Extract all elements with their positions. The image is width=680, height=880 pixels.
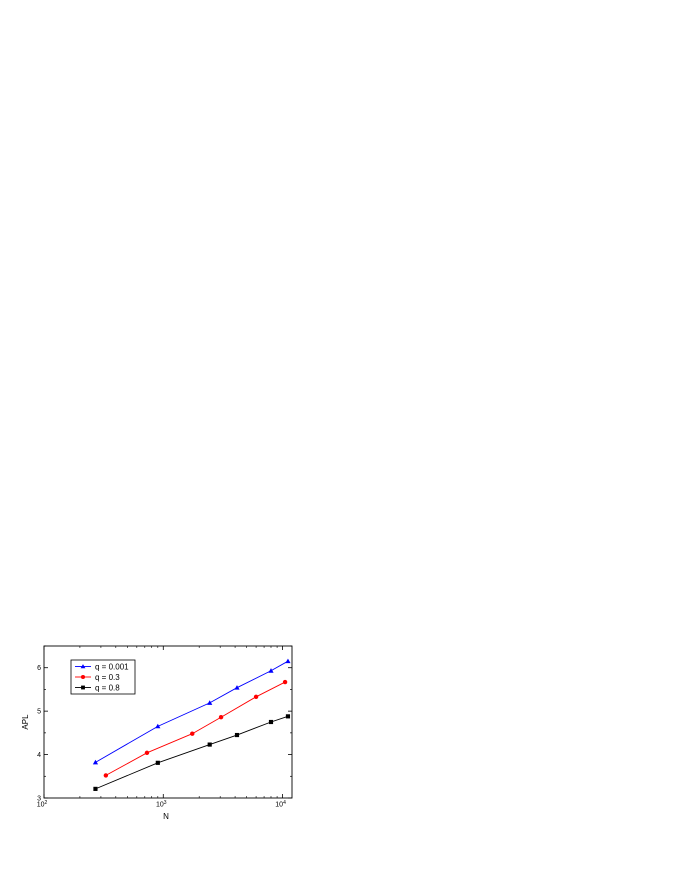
legend-marker [80, 674, 86, 680]
series-1 [103, 679, 288, 778]
plot-area [43, 645, 293, 799]
x-tick-label: 103 [156, 800, 167, 809]
legend: q = 0.001 q = 0.3q = 0.8 [70, 659, 136, 695]
legend-label: q = 0.8 [95, 683, 120, 692]
x-tick-label: 104 [275, 800, 286, 809]
y-axis-label: APL [21, 714, 30, 730]
legend-marker [81, 685, 85, 690]
data-point [144, 750, 150, 756]
y-tick-label: 3 [37, 796, 41, 803]
legend-label: q = 0.3 [95, 673, 120, 682]
legend-label: q = 0.001 [95, 662, 129, 671]
legend-entry-0: q = 0.001 [75, 662, 129, 671]
x-tick-label: 102 [37, 800, 48, 809]
plot-frame [43, 645, 293, 799]
series-2 [93, 714, 291, 791]
data-point [155, 760, 160, 765]
data-point [268, 668, 274, 673]
y-tick-label: 4 [37, 752, 41, 759]
series-0 [92, 658, 291, 765]
series-line [95, 660, 289, 763]
y-tick-label: 6 [37, 665, 41, 672]
data-point [234, 685, 240, 690]
legend-marker [80, 664, 86, 669]
legend-entry-1: q = 0.3 [75, 673, 120, 682]
axes: 3 4 5 6 102 103 104 N APL [21, 645, 292, 821]
data-point [93, 786, 98, 791]
data-point [285, 658, 291, 664]
x-axis-label: N [163, 812, 169, 821]
data-point [155, 723, 161, 729]
data-point [218, 715, 224, 720]
data-point [190, 731, 195, 736]
data-point [253, 694, 259, 700]
series-line [95, 715, 289, 790]
data-point [207, 742, 212, 747]
data-point [285, 714, 291, 719]
data-point [92, 759, 99, 765]
legend-entry-2: q = 0.8 [75, 683, 120, 692]
series-group [92, 658, 291, 791]
data-point [234, 732, 240, 738]
y-tick-label: 5 [37, 709, 41, 716]
data-point [207, 700, 213, 705]
data-point [103, 773, 109, 778]
data-point [282, 679, 288, 685]
series-line [105, 681, 286, 776]
data-point [268, 719, 274, 725]
